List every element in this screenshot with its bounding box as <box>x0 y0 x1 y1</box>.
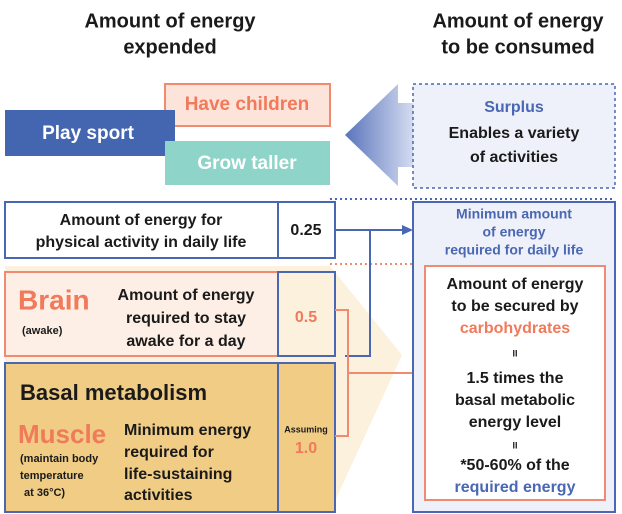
label: II <box>512 440 517 450</box>
label: Minimum energy <box>124 422 251 439</box>
label: II <box>512 348 517 358</box>
header: Amount of energy <box>432 10 604 32</box>
arrowhead <box>402 225 413 235</box>
label: Grow taller <box>197 153 297 174</box>
label: to be secured by <box>451 298 578 315</box>
label: Assuming <box>284 424 328 434</box>
value: 1.0 <box>295 440 317 457</box>
label: Muscle <box>18 419 106 449</box>
connector <box>335 229 371 357</box>
label: Have children <box>185 94 310 115</box>
label: Enables a variety <box>449 125 580 142</box>
label: activities <box>124 487 193 504</box>
box <box>164 83 331 127</box>
label: Amount of energy <box>118 287 255 304</box>
label: at 36°C) <box>24 487 65 499</box>
label: temperature <box>20 470 84 482</box>
label: Play sport <box>42 123 135 144</box>
label: Minimum amount <box>456 206 572 222</box>
label: basal metabolic <box>455 392 575 409</box>
label: Surplus <box>484 99 544 116</box>
label: required to stay <box>126 310 246 327</box>
label: (maintain body <box>20 453 99 465</box>
box <box>277 362 336 513</box>
label: Amount of energy for <box>60 212 223 229</box>
label: 1.5 times the <box>467 370 564 387</box>
label: Basal metabolism <box>20 380 207 405</box>
label: Brain <box>18 284 90 315</box>
label: carbohydrates <box>460 320 570 337</box>
box <box>412 83 616 189</box>
box <box>4 271 279 357</box>
label: Amount of energy <box>447 276 584 293</box>
box <box>277 271 336 357</box>
header: expended <box>123 36 216 58</box>
box <box>165 141 330 185</box>
label: required for daily life <box>445 242 584 258</box>
label: awake for a day <box>126 333 245 350</box>
label: energy level <box>469 414 562 431</box>
value: 0.25 <box>290 222 321 239</box>
box <box>5 110 175 156</box>
arrow <box>345 84 414 186</box>
header: Amount of energy <box>84 10 256 32</box>
label: required for <box>124 444 214 461</box>
label: of energy <box>482 224 545 240</box>
box <box>424 265 606 501</box>
header: to be consumed <box>441 36 594 58</box>
label: physical activity in daily life <box>36 234 247 251</box>
label: required energy <box>455 479 576 496</box>
value: 0.5 <box>295 309 317 326</box>
label: (awake) <box>22 325 63 337</box>
label: of activities <box>470 149 558 166</box>
label: *50-60% of the <box>460 457 569 474</box>
label: life-sustaining <box>124 466 232 483</box>
box <box>4 201 336 259</box>
